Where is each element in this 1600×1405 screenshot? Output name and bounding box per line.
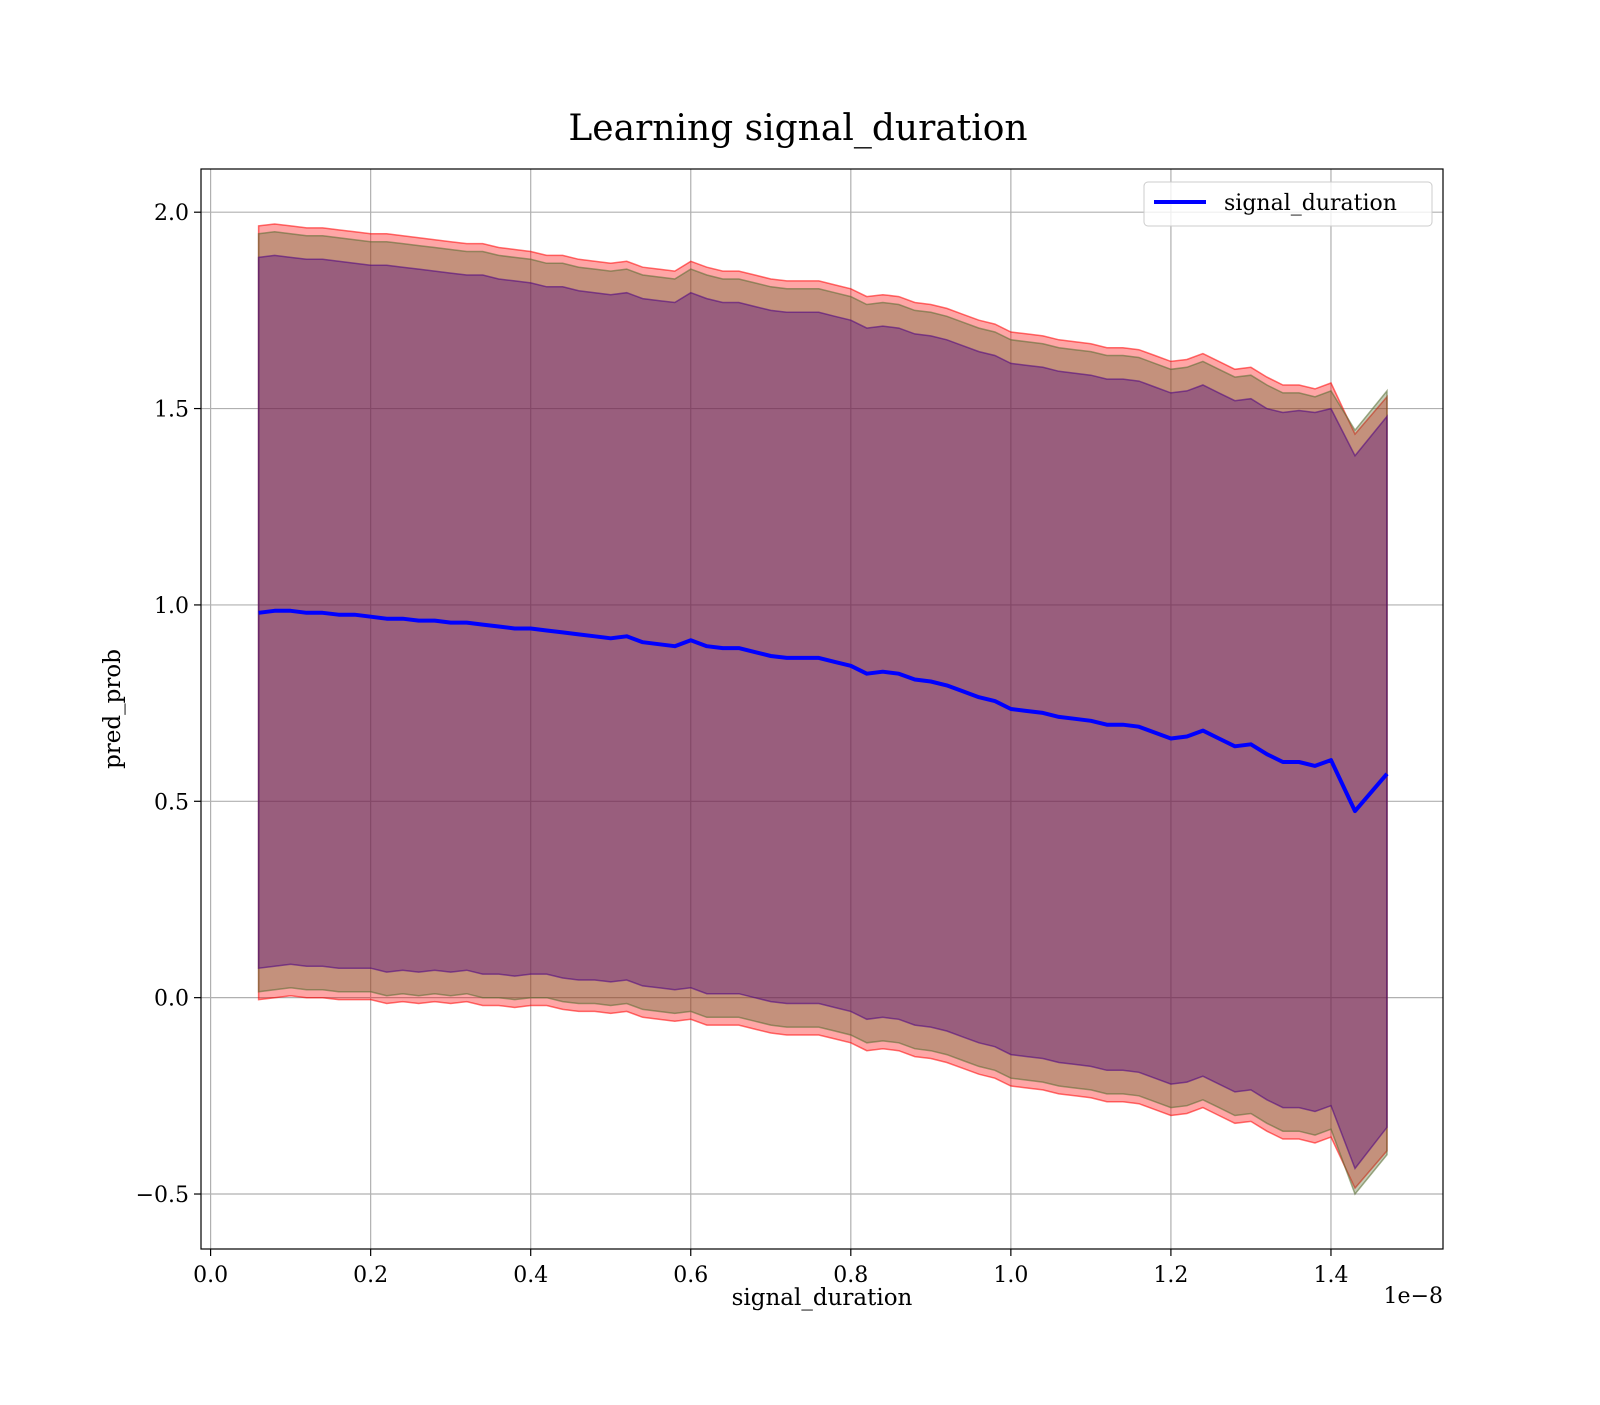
y-tick-label: 0.0 — [154, 987, 189, 1012]
chart-title: Learning signal_duration — [568, 108, 1027, 149]
series-line-1 — [258, 608, 1389, 814]
x-tick-label: 1.0 — [993, 1263, 1028, 1288]
series-lines — [258, 608, 1389, 814]
x-axis-offset-text: 1e−8 — [1384, 1284, 1443, 1309]
x-tick-label: 1.2 — [1153, 1263, 1188, 1288]
x-tick-label: 0.8 — [833, 1263, 868, 1288]
y-axis-label: pred_prob — [100, 649, 126, 769]
x-tick-label: 0.6 — [673, 1263, 708, 1288]
x-axis-label: signal_duration — [732, 1285, 913, 1311]
y-tick-label: 0.5 — [154, 790, 189, 815]
legend-box — [1143, 181, 1433, 227]
y-tick-label: 1.5 — [154, 398, 189, 423]
x-axis-ticks: 0.0 0.2 0.4 0.6 0.8 1.0 1.2 1.4 — [193, 1249, 1348, 1288]
x-tick-label: 1.4 — [1313, 1263, 1348, 1288]
plot-frame — [200, 168, 1444, 1250]
x-tick-label: 0.4 — [513, 1263, 548, 1288]
y-axis-ticks: −0.5 0.0 0.5 1.0 1.5 2.0 — [136, 201, 201, 1208]
y-tick-label: 2.0 — [154, 201, 189, 226]
legend: signal_duration — [1143, 181, 1433, 227]
y-tick-label: 1.0 — [154, 594, 189, 619]
confidence-band-3 — [257, 254, 1388, 1171]
y-tick-label: −0.5 — [136, 1183, 189, 1208]
x-tick-label: 0.2 — [353, 1263, 388, 1288]
legend-label: signal_duration — [1224, 191, 1397, 216]
x-tick-label: 0.0 — [193, 1263, 228, 1288]
confidence-band-2 — [257, 231, 1388, 1196]
confidence-bands — [257, 223, 1388, 1196]
